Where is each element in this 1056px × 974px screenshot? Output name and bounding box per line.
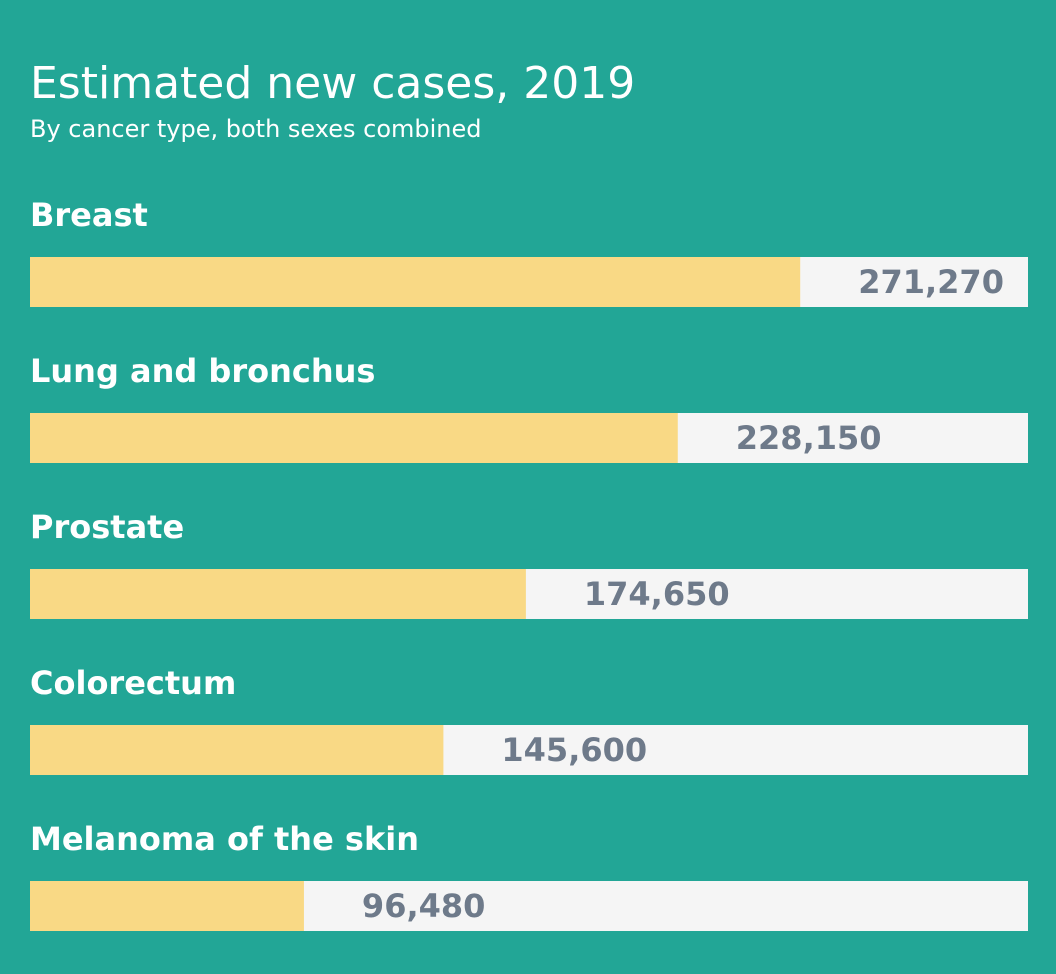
- category-label: Breast: [30, 196, 148, 234]
- bar: [30, 257, 801, 307]
- category-label: Prostate: [30, 508, 184, 546]
- bar: [30, 413, 678, 463]
- bar: [30, 569, 526, 619]
- value-label: 145,600: [501, 731, 647, 769]
- chart-subtitle: By cancer type, both sexes combined: [30, 115, 482, 143]
- bar: [30, 881, 304, 931]
- value-label: 271,270: [858, 263, 1004, 301]
- value-label: 96,480: [362, 887, 485, 925]
- chart-title: Estimated new cases, 2019: [30, 58, 635, 109]
- category-label: Colorectum: [30, 664, 236, 702]
- value-label: 174,650: [584, 575, 730, 613]
- value-label: 228,150: [736, 419, 882, 457]
- category-label: Melanoma of the skin: [30, 820, 419, 858]
- category-label: Lung and bronchus: [30, 352, 375, 390]
- bar: [30, 725, 444, 775]
